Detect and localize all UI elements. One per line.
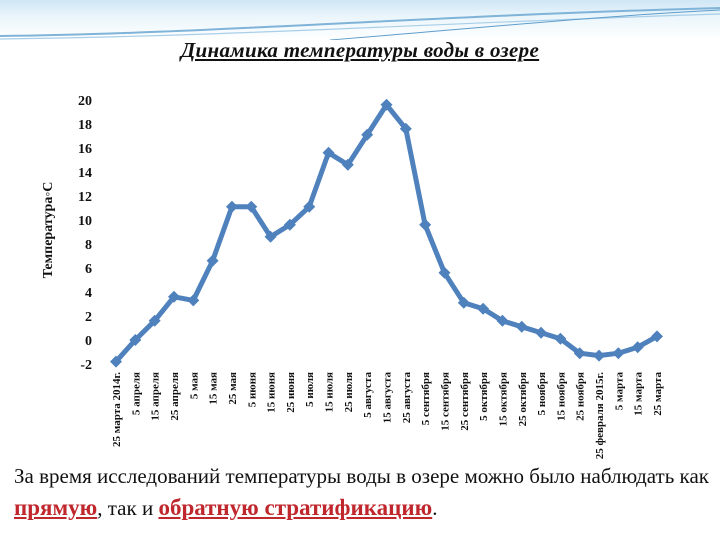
caption-highlight-inverse: обратную стратификацию [158, 495, 433, 520]
x-tick-label: 15 июля [324, 372, 336, 412]
x-tick-label: 15 августа [382, 372, 394, 424]
data-point [399, 122, 412, 135]
header-swoosh [0, 7, 720, 40]
data-point [206, 254, 219, 267]
caption-highlight-direct: прямую [14, 495, 98, 520]
y-tick-label: 20 [78, 94, 92, 109]
data-point [361, 128, 374, 141]
y-tick-label: 10 [78, 214, 92, 229]
y-tick-label: 14 [78, 166, 92, 181]
series-line [113, 102, 660, 365]
data-point [129, 334, 142, 346]
x-tick-label: 25 ноября [575, 372, 587, 421]
data-point [496, 314, 509, 327]
data-point [322, 146, 335, 159]
data-point [245, 200, 258, 213]
data-point [148, 314, 161, 327]
x-tick-label: 25 марта 2014г. [111, 372, 123, 447]
data-point [612, 347, 625, 360]
x-tick-label: 15 октября [497, 372, 509, 426]
data-point [264, 230, 277, 243]
x-tick-label: 15 мая [208, 372, 220, 405]
y-tick-label: 16 [78, 142, 92, 157]
y-tick-label: -2 [80, 358, 92, 373]
data-point [187, 294, 200, 307]
chart-title: Динамика температуры воды в озере [180, 38, 540, 62]
x-tick-label: 15 июня [266, 372, 278, 413]
data-point [438, 266, 451, 279]
data-point [457, 296, 470, 309]
data-point [631, 341, 644, 354]
data-point [573, 347, 586, 360]
caption-text-3: . [432, 496, 438, 520]
data-point [554, 332, 567, 345]
x-tick-label: 5 октября [478, 372, 490, 421]
y-tick-label: 12 [78, 190, 92, 205]
data-point [303, 200, 316, 213]
data-point [341, 158, 354, 171]
data-point [477, 302, 490, 315]
caption-text-2: , так и [97, 496, 159, 520]
x-tick-label: 15 сентября [439, 372, 451, 431]
x-tick-label: 5 сентября [420, 372, 432, 425]
data-point [167, 290, 180, 303]
y-tick-label: 18 [78, 118, 92, 133]
y-tick-label: 4 [85, 286, 92, 301]
data-point [380, 98, 393, 111]
x-tick-label: 5 мая [188, 372, 200, 399]
x-tick-label: 5 августа [362, 372, 374, 418]
x-tick-label: 15 марта [633, 372, 645, 416]
y-tick-label: 8 [85, 238, 92, 253]
line-chart: -2 0 2 4 6 8 10 12 14 16 18 20 25 марта 2014г. 5 апре… [78, 94, 664, 460]
data-point [593, 349, 606, 362]
x-tick-label: 25 сентября [459, 372, 471, 431]
x-tick-label: 25 февраля 2015г. [594, 372, 606, 460]
y-tick-label: 6 [85, 262, 92, 277]
x-tick-label: 5 июня [246, 372, 258, 407]
x-tick-label: 25 октября [517, 372, 529, 426]
x-tick-label: 5 марта [613, 372, 625, 411]
x-tick-label: 25 июня [285, 372, 297, 413]
y-tick-label: 0 [85, 334, 92, 349]
data-point [515, 320, 528, 333]
x-tick-label: 5 июля [304, 372, 316, 407]
data-point [535, 326, 548, 339]
x-tick-label: 25 июля [343, 372, 355, 412]
data-point [225, 200, 238, 213]
x-tick-label: 25 августа [401, 372, 413, 424]
data-point [283, 218, 296, 231]
x-tick-label: 25 мая [227, 372, 239, 405]
x-tick-label: 15 апреля [150, 372, 162, 421]
data-point [419, 218, 432, 231]
caption: За время исследований температуры воды в… [14, 460, 714, 524]
x-tick-label: 25 марта [652, 372, 664, 416]
x-tick-label: 5 апреля [130, 372, 142, 415]
y-tick-label: 2 [85, 310, 92, 325]
data-point [110, 355, 122, 368]
caption-text-1: За время исследований температуры воды в… [14, 464, 709, 488]
x-tick-label: 25 апреля [169, 372, 181, 421]
x-tick-label: 15 ноября [555, 372, 567, 421]
data-point [651, 330, 663, 343]
x-tick-label: 5 ноября [536, 372, 548, 415]
